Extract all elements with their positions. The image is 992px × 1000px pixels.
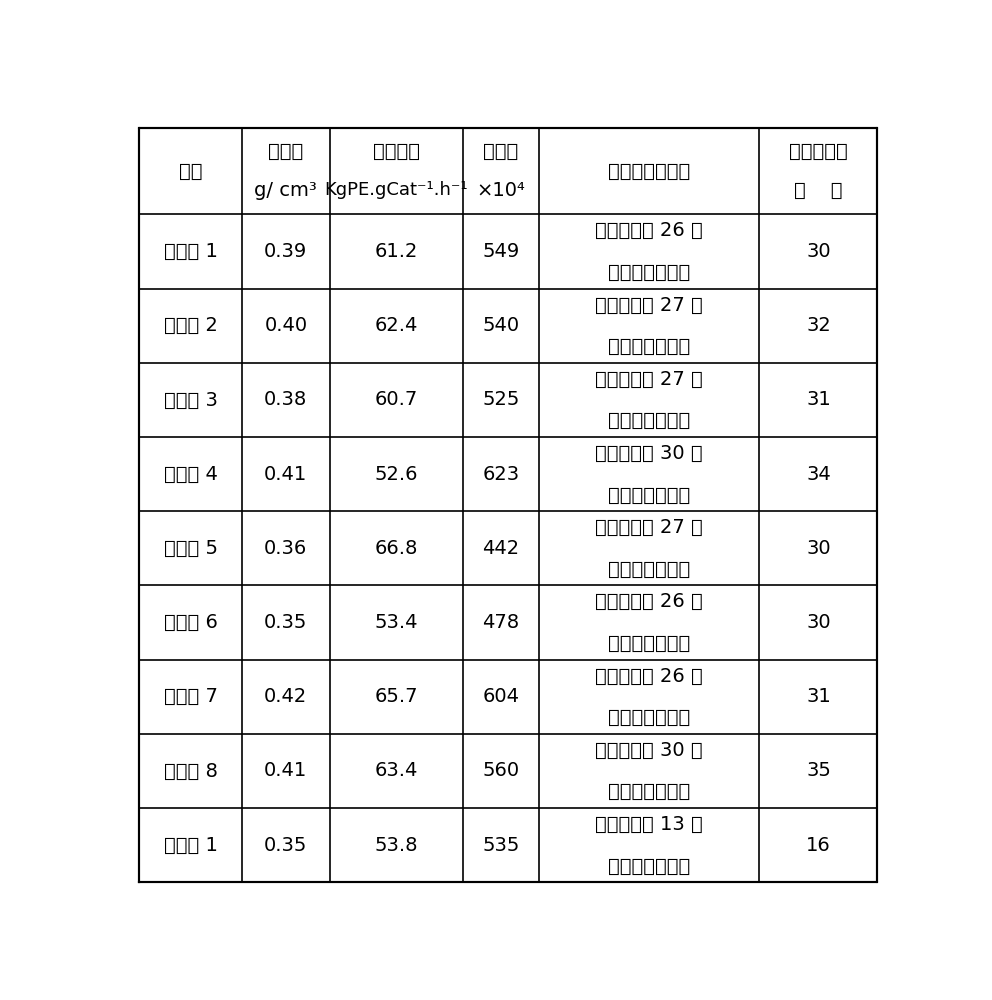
Text: 装置运行周: 装置运行周 bbox=[789, 142, 848, 161]
Text: 聚合釜运行 27 天: 聚合釜运行 27 天 bbox=[595, 296, 703, 315]
Text: g/ cm³: g/ cm³ bbox=[255, 181, 317, 200]
Text: 实施例 2: 实施例 2 bbox=[164, 316, 217, 335]
Text: KgPE.gCat⁻¹.h⁻¹: KgPE.gCat⁻¹.h⁻¹ bbox=[324, 181, 468, 199]
Text: 30: 30 bbox=[806, 613, 830, 632]
Text: 实施例 7: 实施例 7 bbox=[164, 687, 217, 706]
Text: 61.2: 61.2 bbox=[375, 242, 418, 261]
Text: 对比例 1: 对比例 1 bbox=[164, 836, 217, 855]
Text: 后出现结块现象: 后出现结块现象 bbox=[608, 411, 690, 430]
Text: 后出现结块现象: 后出现结块现象 bbox=[608, 782, 690, 801]
Text: 0.41: 0.41 bbox=[264, 761, 308, 780]
Text: 60.7: 60.7 bbox=[375, 390, 418, 409]
Text: 16: 16 bbox=[806, 836, 831, 855]
Text: 后出现结块现象: 后出现结块现象 bbox=[608, 560, 690, 579]
Text: 65.7: 65.7 bbox=[374, 687, 418, 706]
Text: 32: 32 bbox=[806, 316, 831, 335]
Text: 后出现结块现象: 后出现结块现象 bbox=[608, 634, 690, 653]
Text: 后出现结块现象: 后出现结块现象 bbox=[608, 856, 690, 875]
Text: 31: 31 bbox=[806, 687, 831, 706]
Text: 0.39: 0.39 bbox=[264, 242, 308, 261]
Text: 聚合釜运行 26 天: 聚合釜运行 26 天 bbox=[595, 592, 703, 611]
Text: 分子量: 分子量 bbox=[483, 142, 519, 161]
Text: 聚合釜运行 30 天: 聚合釜运行 30 天 bbox=[595, 741, 703, 760]
Text: 53.4: 53.4 bbox=[374, 613, 418, 632]
Text: 62.4: 62.4 bbox=[375, 316, 418, 335]
Text: 30: 30 bbox=[806, 242, 830, 261]
Text: 0.41: 0.41 bbox=[264, 465, 308, 484]
Text: 53.8: 53.8 bbox=[374, 836, 418, 855]
Text: 0.38: 0.38 bbox=[264, 390, 308, 409]
Text: 525: 525 bbox=[482, 390, 520, 409]
Text: 聚合活性: 聚合活性 bbox=[373, 142, 420, 161]
Text: 后出现结块现象: 后出现结块现象 bbox=[608, 708, 690, 727]
Text: 聚合釜运行 13 天: 聚合釜运行 13 天 bbox=[595, 815, 703, 834]
Text: 31: 31 bbox=[806, 390, 831, 409]
Text: 66.8: 66.8 bbox=[375, 539, 418, 558]
Text: 后出现结块现象: 后出现结块现象 bbox=[608, 263, 690, 282]
Text: 聚合釜运行 27 天: 聚合釜运行 27 天 bbox=[595, 370, 703, 389]
Text: 0.36: 0.36 bbox=[264, 539, 308, 558]
Text: 0.35: 0.35 bbox=[264, 613, 308, 632]
Text: 聚合釜运行 26 天: 聚合釜运行 26 天 bbox=[595, 221, 703, 240]
Text: 后出现结块现象: 后出现结块现象 bbox=[608, 337, 690, 356]
Text: 30: 30 bbox=[806, 539, 830, 558]
Text: 聚合釜运行 27 天: 聚合釜运行 27 天 bbox=[595, 518, 703, 537]
Text: 实施例 5: 实施例 5 bbox=[164, 539, 217, 558]
Text: 0.40: 0.40 bbox=[264, 316, 308, 335]
Text: 期    天: 期 天 bbox=[795, 181, 843, 200]
Text: 549: 549 bbox=[482, 242, 520, 261]
Text: 聚合釜结块现象: 聚合釜结块现象 bbox=[608, 162, 690, 181]
Text: 535: 535 bbox=[482, 836, 520, 855]
Text: 堆密度: 堆密度 bbox=[268, 142, 304, 161]
Text: 63.4: 63.4 bbox=[375, 761, 418, 780]
Text: 实施例 4: 实施例 4 bbox=[164, 465, 217, 484]
Text: 35: 35 bbox=[806, 761, 831, 780]
Text: 34: 34 bbox=[806, 465, 831, 484]
Text: 0.42: 0.42 bbox=[264, 687, 308, 706]
Text: 实施例 8: 实施例 8 bbox=[164, 761, 217, 780]
Text: 478: 478 bbox=[482, 613, 520, 632]
Text: 聚合釜运行 26 天: 聚合釜运行 26 天 bbox=[595, 667, 703, 686]
Text: 0.35: 0.35 bbox=[264, 836, 308, 855]
Text: 实施例 6: 实施例 6 bbox=[164, 613, 217, 632]
Text: 后出现结块现象: 后出现结块现象 bbox=[608, 485, 690, 504]
Text: 604: 604 bbox=[482, 687, 519, 706]
Text: ×10⁴: ×10⁴ bbox=[476, 181, 525, 200]
Text: 实施例 3: 实施例 3 bbox=[164, 390, 217, 409]
Text: 560: 560 bbox=[482, 761, 520, 780]
Text: 聚合釜运行 30 天: 聚合釜运行 30 天 bbox=[595, 444, 703, 463]
Text: 实施例 1: 实施例 1 bbox=[164, 242, 217, 261]
Text: 442: 442 bbox=[482, 539, 520, 558]
Text: 52.6: 52.6 bbox=[374, 465, 418, 484]
Text: 编号: 编号 bbox=[179, 162, 202, 181]
Text: 540: 540 bbox=[482, 316, 520, 335]
Text: 623: 623 bbox=[482, 465, 520, 484]
